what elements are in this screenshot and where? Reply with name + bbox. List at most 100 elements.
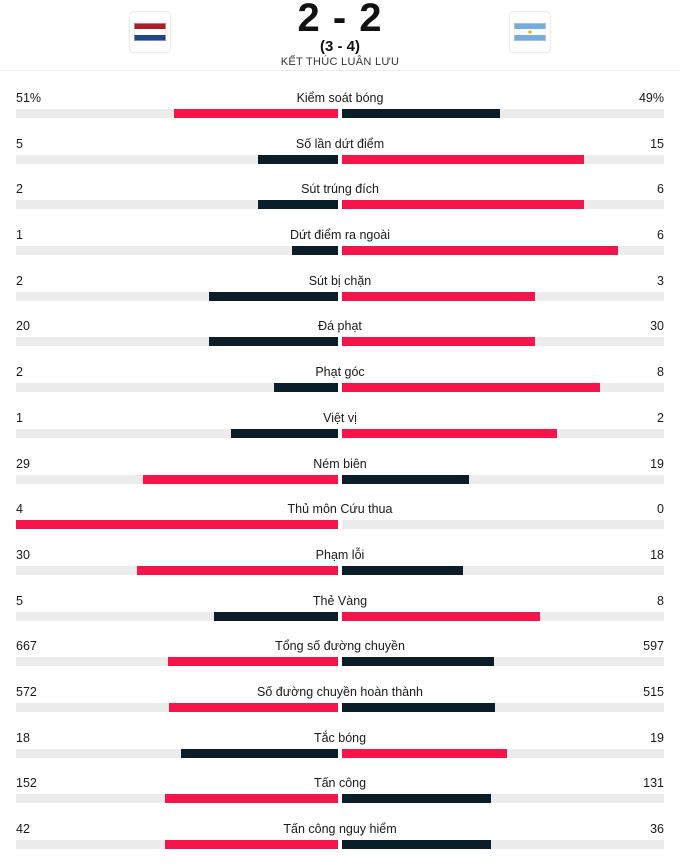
stat-row: 42 Tấn công nguy hiểm 36 bbox=[0, 819, 680, 865]
away-bar bbox=[342, 794, 492, 804]
away-bar-track bbox=[342, 291, 664, 301]
home-value: 152 bbox=[16, 776, 37, 791]
away-bar-track bbox=[342, 748, 664, 758]
home-bar-track bbox=[16, 840, 338, 849]
stat-row: 572 Số đường chuyền hoàn thành 515 bbox=[0, 682, 680, 728]
home-value: 51% bbox=[16, 91, 42, 105]
away-bar-track bbox=[342, 109, 664, 118]
stat-row: 2 Sút bị chặn 3 bbox=[0, 271, 680, 317]
home-bar bbox=[165, 794, 338, 804]
home-bar-track bbox=[16, 794, 338, 804]
home-value: 5 bbox=[16, 136, 23, 151]
away-bar bbox=[342, 702, 495, 712]
away-value: 30 bbox=[650, 319, 664, 334]
home-value: 1 bbox=[16, 228, 23, 243]
stat-row: 152 Tấn công 131 bbox=[0, 773, 680, 819]
home-bar-track bbox=[16, 154, 338, 164]
home-value: 29 bbox=[16, 456, 30, 471]
home-bar-track bbox=[16, 611, 338, 621]
away-bar-track bbox=[342, 200, 664, 210]
home-bar bbox=[257, 200, 338, 210]
home-bar-track bbox=[16, 474, 338, 484]
away-bar bbox=[342, 154, 584, 164]
stat-row: 1 Dứt điểm ra ngoài 6 bbox=[0, 225, 680, 271]
home-bar-track bbox=[16, 657, 338, 667]
home-bar bbox=[214, 611, 338, 621]
home-value: 20 bbox=[16, 319, 30, 334]
home-value: 5 bbox=[16, 593, 23, 608]
home-bar bbox=[181, 748, 338, 758]
away-bar-track bbox=[342, 474, 664, 484]
home-bar bbox=[173, 109, 338, 118]
match-score: 2 - 2 bbox=[297, 0, 383, 40]
home-bar bbox=[143, 474, 338, 484]
away-value: 6 bbox=[657, 228, 664, 243]
netherlands-flag-icon[interactable] bbox=[130, 12, 170, 52]
stat-label: Tấn công nguy hiểm bbox=[283, 822, 397, 836]
stat-label: Phạm lỗi bbox=[315, 547, 365, 562]
away-value: 36 bbox=[650, 822, 664, 836]
away-bar bbox=[342, 611, 541, 621]
stat-row: 18 Tắc bóng 19 bbox=[0, 728, 680, 774]
away-bar bbox=[342, 428, 557, 438]
home-value: 2 bbox=[16, 273, 23, 288]
home-bar bbox=[164, 840, 338, 849]
away-bar-track bbox=[342, 565, 664, 575]
away-value: 8 bbox=[657, 365, 664, 380]
away-bar-track bbox=[342, 154, 664, 164]
stat-label: Ném biên bbox=[313, 456, 367, 471]
match-header: 2 - 2 (3 - 4) KẾT THÚC LUÂN LƯU bbox=[0, 0, 680, 71]
away-value: 131 bbox=[643, 776, 664, 791]
away-bar bbox=[342, 200, 584, 210]
netherlands-flag-graphic bbox=[134, 23, 166, 41]
stat-label: Sút bị chặn bbox=[308, 273, 372, 288]
home-value: 18 bbox=[16, 730, 30, 745]
home-value: 42 bbox=[16, 822, 30, 836]
stat-label: Sút trúng đích bbox=[301, 182, 379, 197]
away-bar-track bbox=[342, 611, 664, 621]
away-bar bbox=[342, 474, 470, 484]
away-bar-track bbox=[342, 428, 664, 438]
home-value: 572 bbox=[16, 684, 37, 699]
stat-label: Dứt điểm ra ngoài bbox=[289, 228, 391, 243]
away-value: 8 bbox=[657, 593, 664, 608]
home-value: 1 bbox=[16, 410, 23, 425]
home-bar bbox=[273, 383, 338, 393]
away-value: 49% bbox=[638, 91, 664, 105]
away-value: 18 bbox=[650, 547, 664, 562]
stat-label: Tắc bóng bbox=[313, 730, 367, 745]
stat-label: Số lần dứt điểm bbox=[295, 136, 385, 151]
away-bar bbox=[342, 657, 495, 667]
stat-label: Đá phạt bbox=[318, 319, 362, 334]
home-bar-track bbox=[16, 291, 338, 301]
away-value: 515 bbox=[643, 684, 664, 699]
home-bar-track bbox=[16, 200, 338, 210]
away-bar bbox=[342, 246, 618, 256]
home-bar-track bbox=[16, 702, 338, 712]
home-bar bbox=[209, 337, 338, 347]
argentina-flag-icon[interactable] bbox=[510, 12, 550, 52]
away-bar-track bbox=[342, 794, 664, 804]
home-value: 2 bbox=[16, 182, 23, 197]
stat-row: 5 Thẻ Vàng 8 bbox=[0, 591, 680, 637]
home-bar-track bbox=[16, 337, 338, 347]
stat-row: 1 Việt vị 2 bbox=[0, 408, 680, 454]
home-value: 4 bbox=[16, 502, 23, 517]
away-bar-track bbox=[342, 520, 664, 530]
stat-row: 5 Số lần dứt điểm 15 bbox=[0, 134, 680, 180]
home-bar-track bbox=[16, 520, 338, 530]
home-bar bbox=[16, 520, 338, 530]
away-bar bbox=[342, 383, 600, 393]
stat-label: Tấn công bbox=[313, 776, 367, 791]
away-value: 15 bbox=[650, 136, 664, 151]
stat-row: 667 Tổng số đường chuyền 597 bbox=[0, 636, 680, 682]
home-bar-track bbox=[16, 748, 338, 758]
away-bar-track bbox=[342, 657, 664, 667]
home-bar bbox=[136, 565, 338, 575]
stat-row: 30 Phạm lỗi 18 bbox=[0, 545, 680, 591]
stat-label: Thẻ Vàng bbox=[312, 593, 368, 608]
away-bar bbox=[342, 109, 500, 118]
stat-row: 51% Kiểm soát bóng 49% bbox=[0, 88, 680, 134]
away-value: 19 bbox=[650, 730, 664, 745]
home-bar bbox=[168, 702, 338, 712]
